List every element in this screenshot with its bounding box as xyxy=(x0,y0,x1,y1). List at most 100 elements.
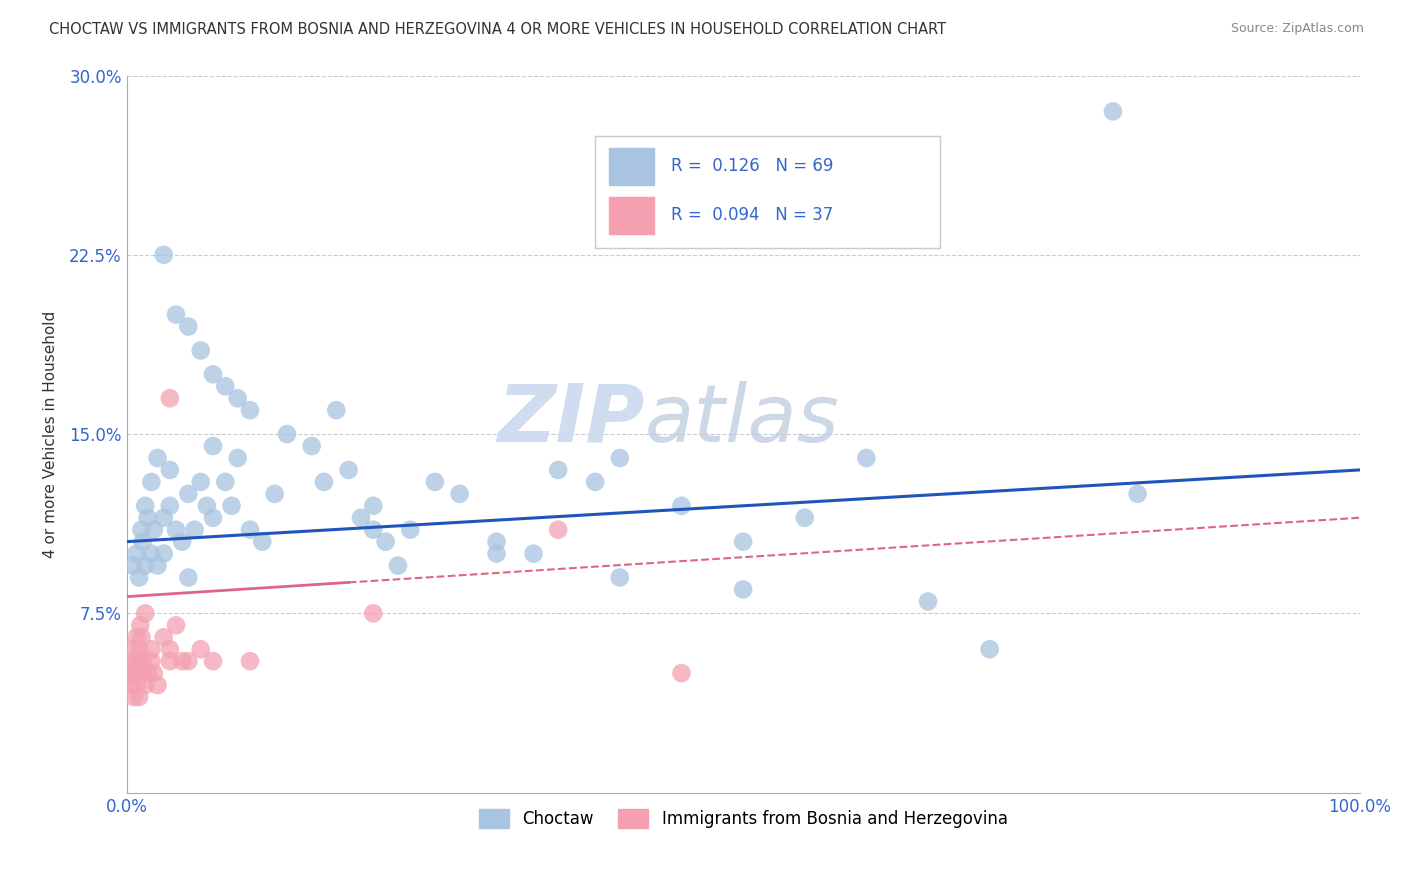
Point xyxy=(252,534,274,549)
Point xyxy=(190,343,212,358)
Y-axis label: 4 or more Vehicles in Household: 4 or more Vehicles in Household xyxy=(44,310,58,558)
Point xyxy=(128,690,150,704)
Point xyxy=(399,523,422,537)
Point xyxy=(226,391,249,405)
Point xyxy=(312,475,335,489)
Point xyxy=(190,642,212,657)
Text: ZIP: ZIP xyxy=(498,381,644,458)
Point xyxy=(124,654,146,668)
Point xyxy=(165,308,187,322)
Point xyxy=(152,630,174,644)
Point xyxy=(122,666,145,681)
Point xyxy=(141,654,163,668)
Point xyxy=(583,475,606,489)
Point xyxy=(122,642,145,657)
Point xyxy=(132,654,155,668)
Point xyxy=(136,510,159,524)
Point xyxy=(132,534,155,549)
Point xyxy=(361,607,384,621)
Point xyxy=(125,630,148,644)
Point xyxy=(239,654,262,668)
Point xyxy=(134,558,156,573)
Point xyxy=(547,523,569,537)
Point xyxy=(609,570,631,584)
Point xyxy=(214,379,236,393)
Point xyxy=(146,450,169,465)
Point xyxy=(141,475,163,489)
Point xyxy=(128,654,150,668)
Point xyxy=(202,510,225,524)
Point xyxy=(423,475,446,489)
Point xyxy=(127,666,149,681)
Point xyxy=(276,427,298,442)
Point xyxy=(855,450,877,465)
Point xyxy=(121,678,143,692)
Point xyxy=(122,558,145,573)
Point xyxy=(142,666,165,681)
Point xyxy=(522,547,544,561)
Legend: Choctaw, Immigrants from Bosnia and Herzegovina: Choctaw, Immigrants from Bosnia and Herz… xyxy=(472,802,1014,835)
Point xyxy=(146,678,169,692)
Point xyxy=(226,450,249,465)
Point xyxy=(449,487,471,501)
Point xyxy=(159,499,181,513)
Point xyxy=(202,368,225,382)
Point xyxy=(485,534,508,549)
Point xyxy=(202,439,225,453)
Point xyxy=(361,499,384,513)
Point xyxy=(152,248,174,262)
Point xyxy=(141,547,163,561)
Text: Source: ZipAtlas.com: Source: ZipAtlas.com xyxy=(1230,22,1364,36)
Point xyxy=(190,475,212,489)
Point xyxy=(917,594,939,608)
Point xyxy=(361,523,384,537)
Point xyxy=(177,487,200,501)
Point xyxy=(609,450,631,465)
Point xyxy=(122,690,145,704)
Point xyxy=(214,475,236,489)
Point xyxy=(239,403,262,417)
Point xyxy=(165,523,187,537)
Text: CHOCTAW VS IMMIGRANTS FROM BOSNIA AND HERZEGOVINA 4 OR MORE VEHICLES IN HOUSEHOL: CHOCTAW VS IMMIGRANTS FROM BOSNIA AND HE… xyxy=(49,22,946,37)
Point xyxy=(485,547,508,561)
Point xyxy=(1126,487,1149,501)
Point xyxy=(1102,104,1125,119)
Point xyxy=(128,642,150,657)
Point xyxy=(671,499,693,513)
Point xyxy=(120,666,142,681)
Text: atlas: atlas xyxy=(644,381,839,458)
Point xyxy=(146,558,169,573)
Point xyxy=(183,523,205,537)
Point xyxy=(547,463,569,477)
Point xyxy=(142,523,165,537)
Point xyxy=(374,534,396,549)
Point xyxy=(159,391,181,405)
Point xyxy=(350,510,373,524)
Point xyxy=(125,547,148,561)
Point xyxy=(239,523,262,537)
Point xyxy=(177,570,200,584)
Point xyxy=(733,582,755,597)
Point xyxy=(128,570,150,584)
Point xyxy=(134,607,156,621)
Point xyxy=(195,499,218,513)
Point xyxy=(337,463,360,477)
Point xyxy=(152,547,174,561)
Point xyxy=(177,654,200,668)
Point xyxy=(165,618,187,632)
Point xyxy=(671,666,693,681)
Point xyxy=(221,499,243,513)
Point xyxy=(152,510,174,524)
Point xyxy=(325,403,347,417)
Point xyxy=(134,499,156,513)
Point xyxy=(172,534,194,549)
Point xyxy=(129,618,152,632)
Point xyxy=(122,654,145,668)
Point xyxy=(159,642,181,657)
Point xyxy=(131,523,153,537)
Point xyxy=(263,487,285,501)
Point xyxy=(793,510,815,524)
Point xyxy=(301,439,323,453)
Point xyxy=(172,654,194,668)
Point xyxy=(159,463,181,477)
